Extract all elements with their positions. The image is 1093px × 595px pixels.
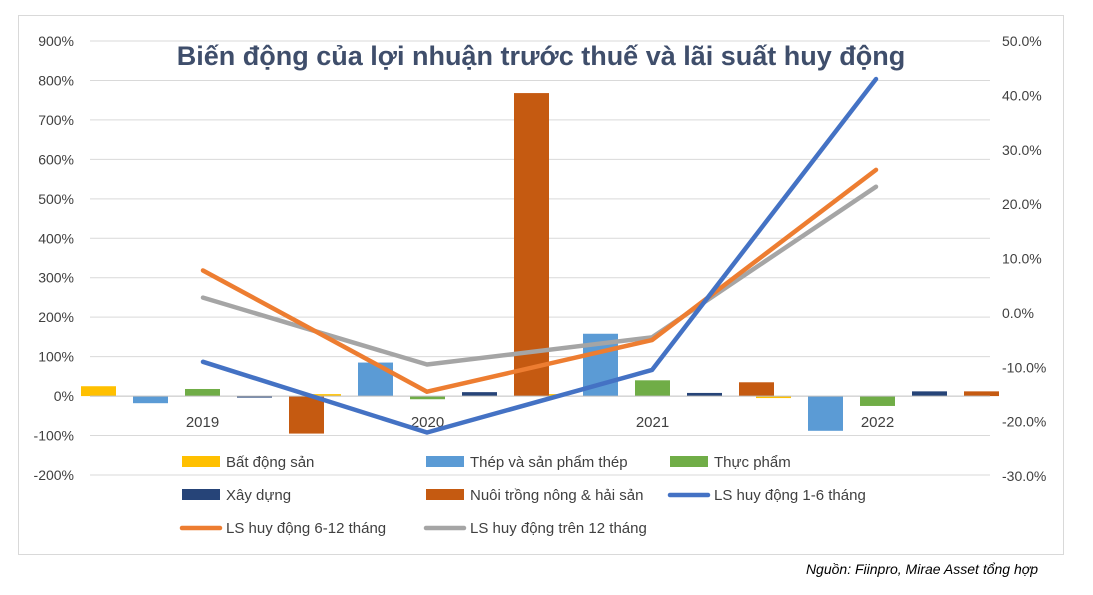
left-axis-tick-label: 700% bbox=[38, 112, 74, 128]
bar bbox=[687, 392, 722, 397]
bar bbox=[756, 396, 791, 399]
legend-label: LS huy động trên 12 tháng bbox=[470, 520, 647, 537]
right-axis-tick-label: 30.0% bbox=[1002, 142, 1042, 158]
bar bbox=[912, 391, 947, 397]
left-axis-tick-label: 200% bbox=[38, 309, 74, 325]
bar bbox=[358, 362, 393, 397]
legend-label: Thực phẩm bbox=[714, 454, 791, 471]
legend-swatch bbox=[426, 489, 464, 500]
legend-swatch bbox=[182, 456, 220, 467]
bar bbox=[81, 386, 116, 397]
bar bbox=[808, 396, 843, 431]
bar bbox=[860, 396, 895, 406]
legend-swatch bbox=[670, 456, 708, 467]
legend-label: LS huy động 6-12 tháng bbox=[226, 520, 386, 537]
left-axis-tick-label: 600% bbox=[38, 151, 74, 167]
left-axis-tick-label: 500% bbox=[38, 191, 74, 207]
legend-label: Bất động sản bbox=[226, 454, 314, 471]
right-axis-tick-label: 20.0% bbox=[1002, 196, 1042, 212]
chart-frame bbox=[18, 15, 1064, 555]
bar bbox=[410, 396, 445, 400]
source-note: Nguồn: Fiinpro, Mirae Asset tổng hợp bbox=[805, 561, 1038, 577]
bar bbox=[739, 382, 774, 397]
series-line bbox=[200, 167, 879, 394]
legend-label: LS huy động 1-6 tháng bbox=[714, 487, 866, 504]
bar bbox=[462, 392, 497, 397]
legend-swatch bbox=[426, 456, 464, 467]
category-label: 2022 bbox=[861, 414, 894, 431]
bar bbox=[133, 396, 168, 404]
right-axis-tick-label: 40.0% bbox=[1002, 87, 1042, 103]
series-line bbox=[200, 76, 879, 435]
chart-title: Biến động của lợi nhuận trước thuế và lã… bbox=[177, 41, 906, 71]
legend-label: Thép và sản phẩm thép bbox=[470, 454, 628, 471]
legend-label: Xây dựng bbox=[226, 487, 291, 504]
category-label: 2019 bbox=[186, 414, 219, 431]
right-axis-tick-label: -20.0% bbox=[1002, 414, 1046, 430]
right-axis-tick-label: 50.0% bbox=[1002, 33, 1042, 49]
left-axis-tick-label: 400% bbox=[38, 230, 74, 246]
right-axis-tick-label: 0.0% bbox=[1002, 305, 1034, 321]
right-axis-tick-label: -30.0% bbox=[1002, 468, 1046, 484]
bar bbox=[635, 380, 670, 397]
right-axis-tick-label: -10.0% bbox=[1002, 359, 1046, 375]
category-label: 2021 bbox=[636, 414, 669, 431]
left-axis-tick-label: -200% bbox=[34, 467, 74, 483]
left-axis-tick-label: 100% bbox=[38, 349, 74, 365]
legend-label: Nuôi trồng nông & hải sản bbox=[470, 487, 643, 504]
category-label: 2020 bbox=[411, 414, 444, 431]
bar bbox=[185, 388, 220, 397]
bar bbox=[289, 396, 324, 434]
bar bbox=[514, 93, 549, 397]
left-axis-tick-label: 900% bbox=[38, 33, 74, 49]
bar bbox=[306, 394, 341, 397]
left-axis-tick-label: 300% bbox=[38, 270, 74, 286]
right-axis-tick-label: 10.0% bbox=[1002, 251, 1042, 267]
bar bbox=[237, 396, 272, 398]
legend-swatch bbox=[182, 489, 220, 500]
left-axis-tick-label: 800% bbox=[38, 72, 74, 88]
left-axis-tick-label: 0% bbox=[54, 388, 74, 404]
left-axis-tick-label: -100% bbox=[34, 428, 74, 444]
bar bbox=[964, 391, 999, 397]
